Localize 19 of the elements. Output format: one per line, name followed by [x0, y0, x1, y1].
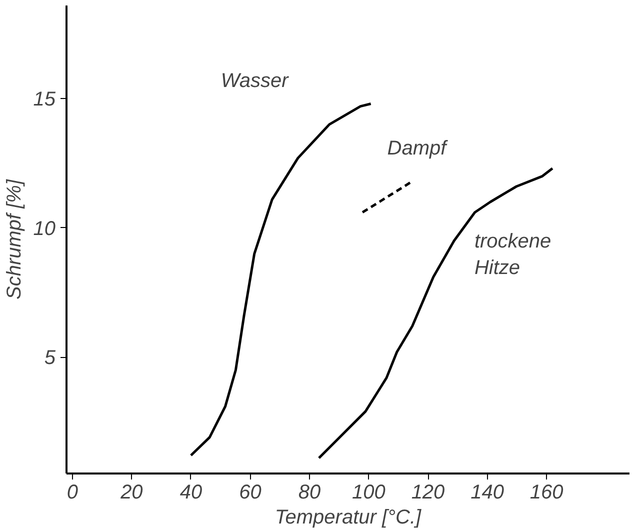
y-tick-label: 15	[33, 88, 56, 111]
x-tick-label: 100	[352, 482, 386, 504]
x-tick-label: 80	[298, 482, 321, 504]
x-tick-label: 160	[530, 482, 564, 504]
y-axis-title: Schrumpf [%]	[3, 179, 26, 300]
line-series	[190, 102, 372, 457]
series-label: Dampf	[387, 137, 449, 160]
x-tick-label: 20	[120, 482, 143, 504]
x-tick-label: 0	[66, 482, 78, 504]
x-tick-label: 140	[470, 482, 504, 504]
y-tick-label: 5	[44, 347, 56, 370]
x-axis-title: Temperatur [°C.]	[274, 506, 422, 528]
x-tick-label: 120	[411, 482, 445, 504]
x-tick-label: 60	[239, 482, 262, 504]
x-tick-label: 40	[180, 482, 202, 504]
series-label: trockene Hitze	[474, 230, 552, 279]
y-tick-label: 10	[33, 218, 56, 240]
line-series	[318, 167, 554, 460]
text: Wasser	[220, 70, 290, 92]
